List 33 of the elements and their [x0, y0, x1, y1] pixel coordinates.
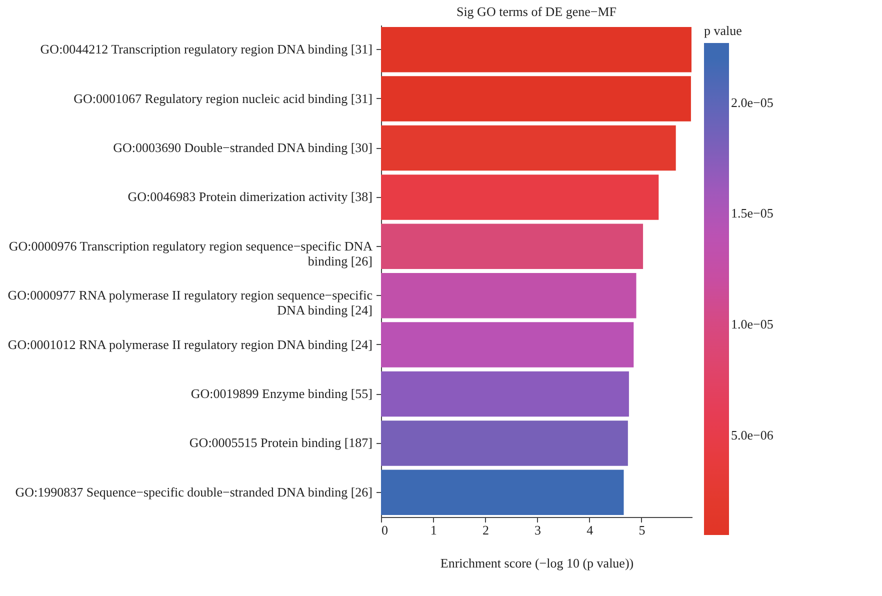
bar: [381, 125, 676, 171]
color-bar-label: 2.0e−05: [731, 94, 774, 110]
bar: [381, 26, 692, 72]
x-tick-label: 2: [482, 522, 489, 538]
color-bar-label: 1.0e−05: [731, 316, 774, 332]
color-bar-title: p value: [704, 23, 742, 38]
y-tick-label: GO:0019899 Enzyme binding [55]: [190, 386, 372, 401]
bar: [381, 174, 659, 220]
x-tick-label: 0: [382, 522, 388, 538]
bar: [381, 371, 629, 417]
color-bar-label: 5.0e−06: [731, 427, 774, 442]
bar: [381, 420, 628, 466]
y-tick-label: GO:0046983 Protein dimerization activity [38]: [128, 189, 372, 204]
x-tick-label: 3: [534, 522, 542, 538]
y-tick-label: GO:0000976 Transcription regulatory region sequence−specific DNA binding [26]: [8, 238, 374, 268]
x-tick-label: 4: [586, 522, 594, 538]
color-bar-label: 1.5e−05: [731, 206, 774, 221]
x-tick-label: 5: [638, 522, 646, 538]
y-tick-label: GO:1990837 Sequence−specific double−stranded DNA binding [26]: [15, 484, 372, 500]
bar: [381, 76, 691, 122]
y-tick-label: GO:0005515 Protein binding [187]: [189, 435, 372, 450]
y-tick-label: GO:0003690 Double−stranded DNA binding [30]: [113, 140, 372, 155]
x-axis-title: Enrichment score (−log 10 (p value)): [440, 556, 634, 570]
y-tick-label: GO:0001067 Regulatory region nucleic acid binding [31]: [74, 90, 372, 106]
bar: [381, 470, 624, 516]
y-tick-label: GO:0044212 Transcription regulatory region DNA binding [31]: [40, 42, 372, 57]
bar: [381, 224, 644, 270]
x-tick-label: 1: [430, 522, 437, 538]
bar: [381, 272, 636, 318]
y-tick-label: GO:0000977 RNA polymerase II regulatory region sequence−specific DNA binding [24]: [8, 288, 373, 318]
bar: [381, 322, 634, 368]
y-tick-label: GO:0001012 RNA polymerase II regulatory region DNA binding [24]: [8, 336, 372, 352]
chart-title: Sig GO terms of DE gene−MF: [456, 4, 617, 19]
